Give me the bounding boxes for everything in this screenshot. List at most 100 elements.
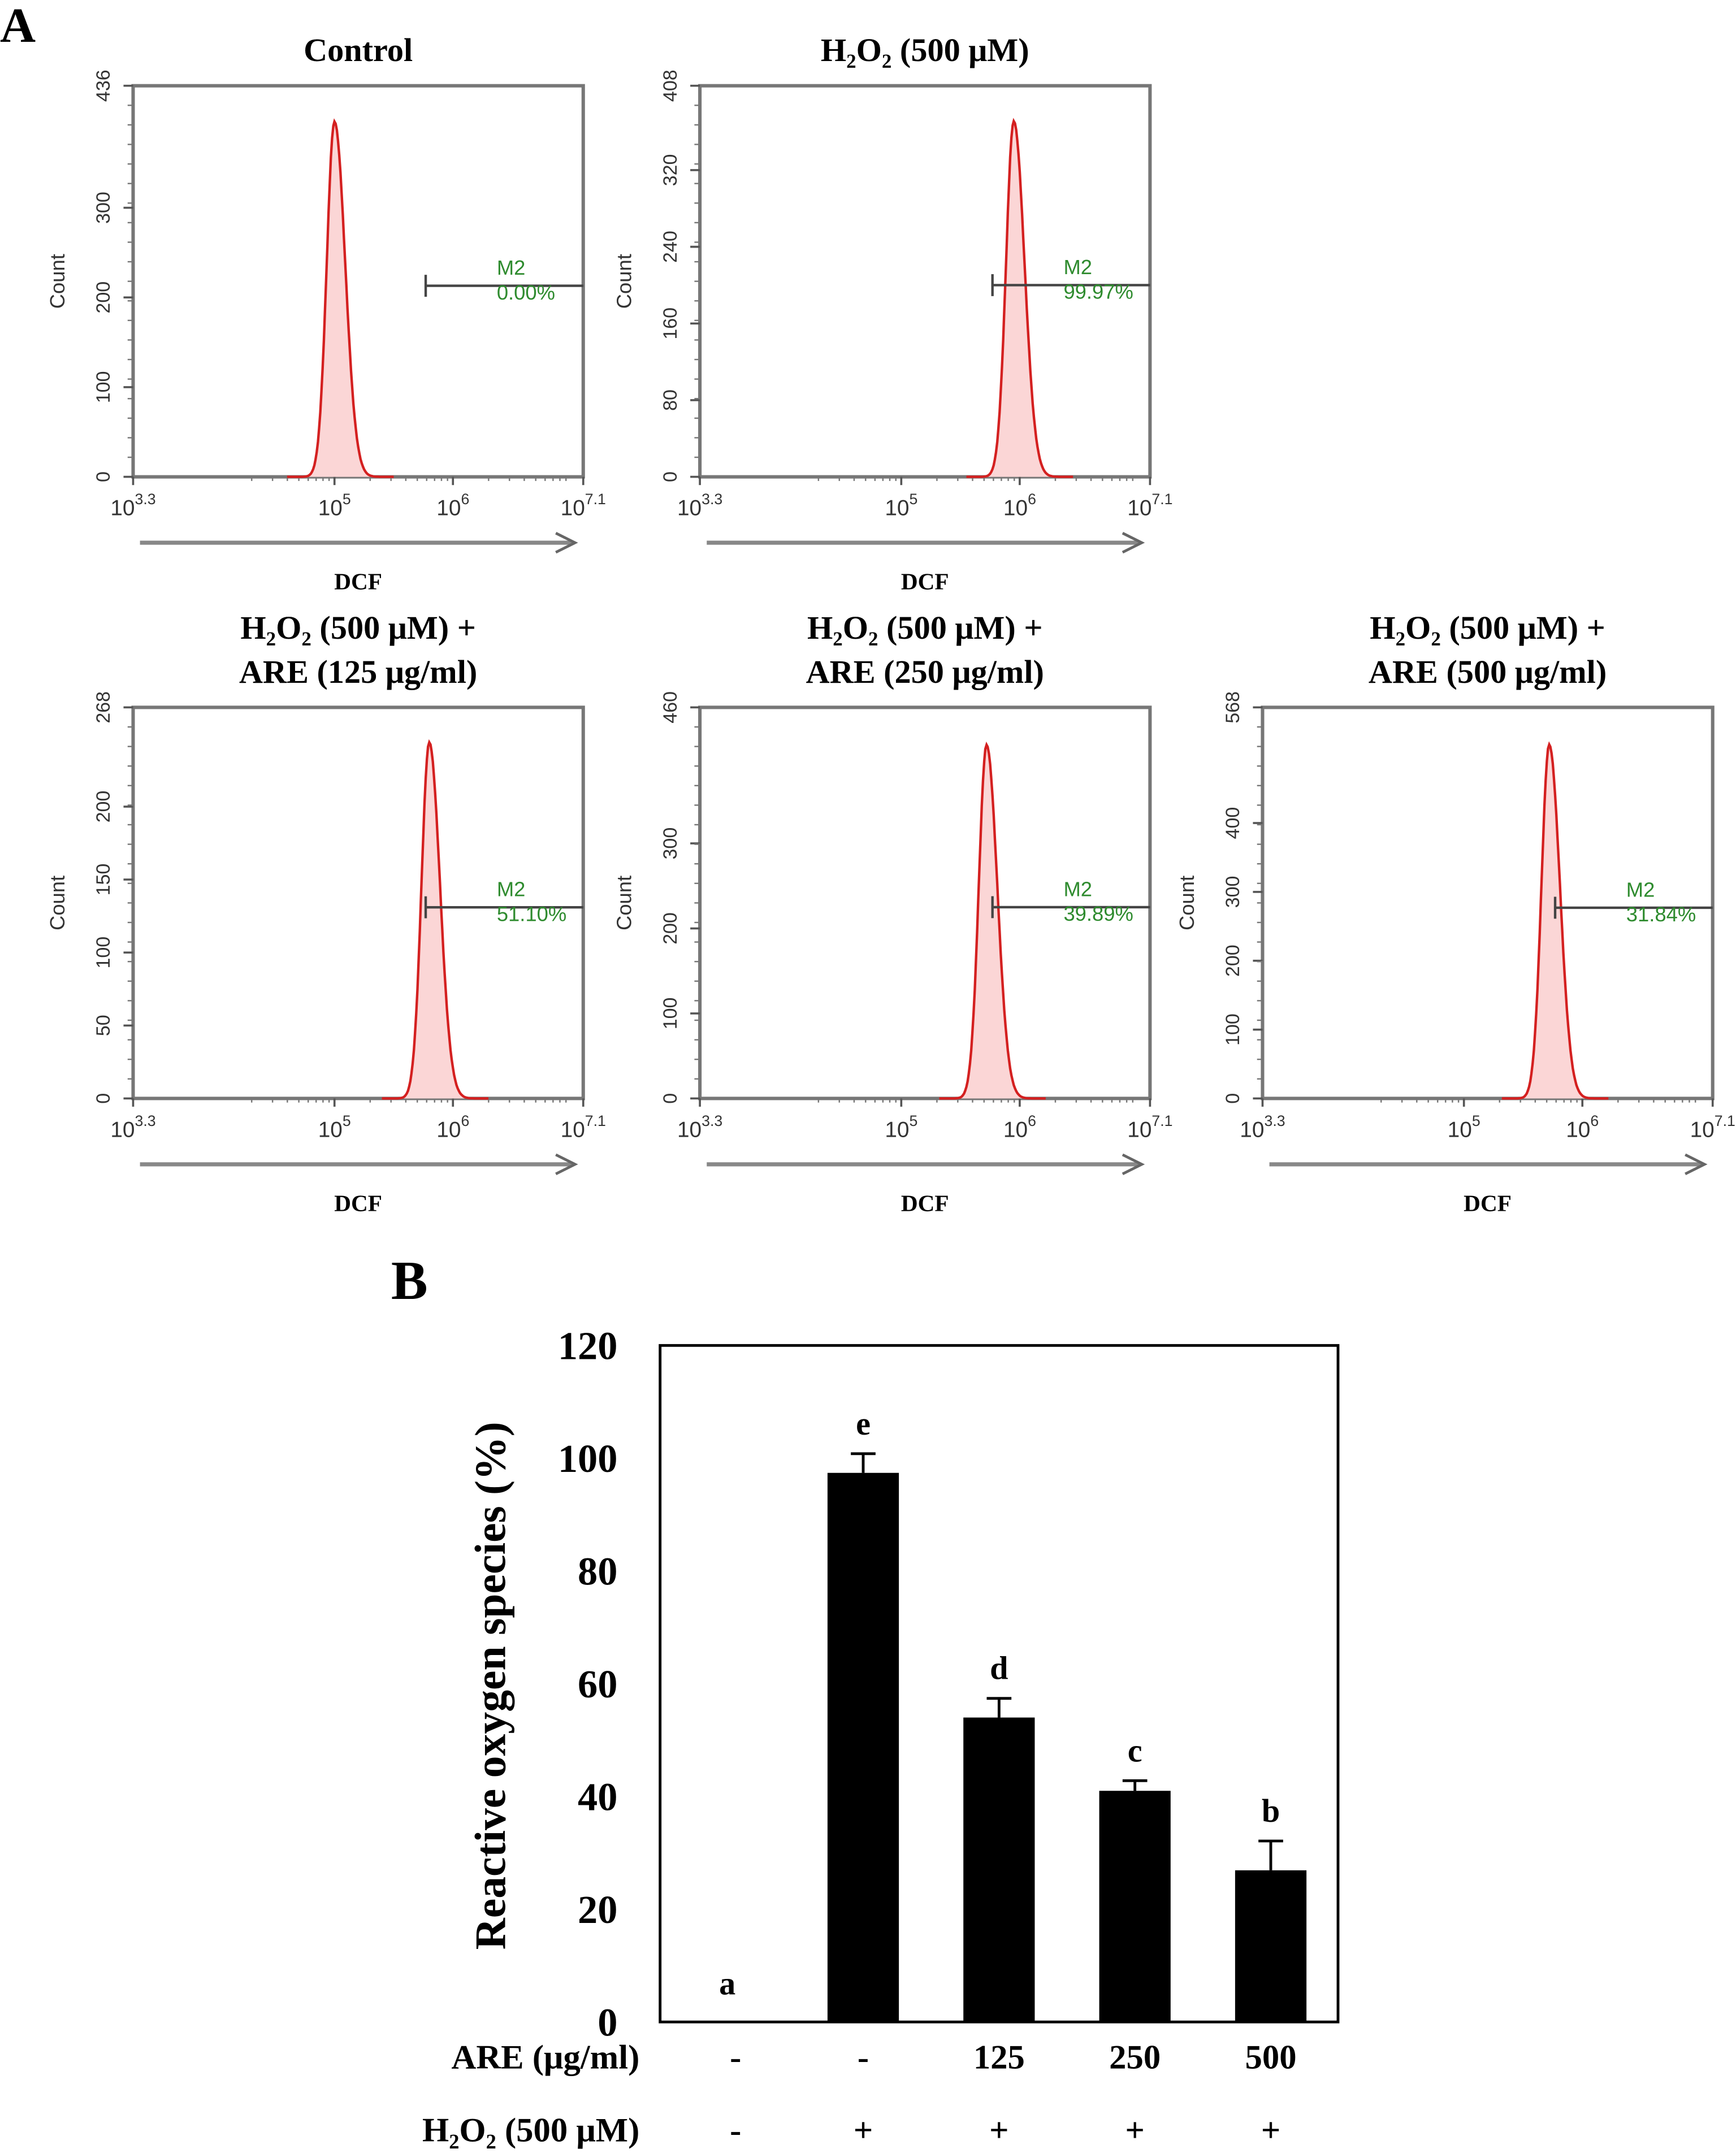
x-tick-base: 10 — [110, 1117, 135, 1142]
y-tick-label: 200 — [93, 791, 114, 823]
x-tick-label: 107.1 — [561, 491, 606, 520]
x-tick-exponent: 7.1 — [1151, 1112, 1172, 1129]
histogram-panel-5: H₂O₂ (500 μM) + ARE (500 μg/ml) 0 100 200 300… — [1175, 609, 1735, 1216]
x-tick-base: 10 — [436, 496, 461, 521]
x-tick-base: 10 — [436, 1117, 461, 1142]
x-tick-label: 107.1 — [561, 1112, 606, 1142]
marker-percent: 99.97% — [1063, 280, 1133, 304]
histogram-line — [939, 742, 1046, 1100]
x-tick-label: 103.3 — [677, 491, 722, 520]
x-tick-exponent: 5 — [343, 491, 351, 508]
y-tick-label: 0 — [1222, 1093, 1244, 1104]
histogram-fill — [287, 122, 394, 477]
plot-frame — [698, 705, 1152, 1101]
y-tick-label: 20 — [578, 1888, 617, 1932]
bar — [1099, 1791, 1171, 2022]
row-value: + — [854, 2111, 873, 2149]
y-axis-label: Count — [46, 876, 69, 930]
x-tick-base: 10 — [1003, 1117, 1028, 1142]
marker-percent: 51.10% — [497, 902, 566, 925]
x-tick-label: 107.1 — [1127, 1112, 1172, 1142]
row-label: H₂O₂ (500 μM) — [422, 2111, 639, 2149]
panel-title: Control — [304, 32, 413, 68]
y-tick-label: 100 — [93, 937, 114, 969]
panel-label-a: A — [0, 0, 36, 53]
x-tick-base: 10 — [1448, 1117, 1472, 1142]
histogram-panel-4: H₂O₂ (500 μM) + ARE (250 μg/ml) 0 100 200 300… — [613, 609, 1173, 1216]
x-axis-label: DCF — [901, 1190, 949, 1216]
x-tick-label: 103.3 — [677, 1112, 722, 1142]
x-tick-exponent: 3.3 — [1265, 1112, 1285, 1129]
x-tick-label: 105 — [885, 1112, 917, 1142]
histogram-line — [1501, 741, 1609, 1100]
y-tick-label: 408 — [660, 70, 681, 102]
x-tick-label: 106 — [1003, 491, 1036, 520]
x-tick-base: 10 — [561, 496, 585, 521]
y-tick-label: 300 — [93, 192, 114, 224]
panel-title: H₂O₂ (500 μM) + — [1370, 609, 1605, 646]
marker-name: M2 — [497, 878, 526, 901]
x-tick-label: 105 — [885, 491, 917, 520]
x-tick-base: 10 — [885, 1117, 909, 1142]
bar — [827, 1472, 899, 2022]
row-value: - — [730, 2111, 741, 2149]
x-tick-exponent: 7.1 — [585, 491, 606, 508]
bar — [1235, 1870, 1307, 2022]
panel-label-b: B — [391, 1250, 428, 1311]
significance-letter: d — [990, 1650, 1008, 1687]
x-tick-label: 105 — [318, 1112, 351, 1142]
x-tick-base: 10 — [1003, 496, 1028, 521]
y-tick-label: 100 — [93, 371, 114, 404]
row-label: ARE (μg/ml) — [452, 2039, 640, 2077]
x-axis-label: DCF — [334, 569, 382, 595]
x-tick-exponent: 5 — [1472, 1112, 1480, 1129]
plot-frame — [698, 84, 1152, 479]
row-value: 125 — [973, 2039, 1025, 2077]
arrow-head-icon — [1685, 1153, 1708, 1176]
x-tick-base: 10 — [677, 1117, 702, 1142]
x-tick-label: 106 — [436, 491, 469, 520]
y-tick-label: 100 — [558, 1437, 618, 1481]
x-tick-exponent: 6 — [1028, 1112, 1036, 1129]
y-tick-label: 160 — [660, 307, 681, 340]
row-value: + — [1125, 2111, 1145, 2149]
significance-letter: a — [719, 1965, 735, 2002]
histogram-line — [382, 739, 489, 1100]
histogram-fill — [966, 121, 1073, 477]
marker-percent: 39.89% — [1063, 902, 1133, 925]
y-tick-label: 150 — [93, 864, 114, 896]
y-tick-label: 50 — [93, 1015, 114, 1036]
x-tick-base: 10 — [1127, 1117, 1151, 1142]
x-tick-exponent: 6 — [461, 491, 469, 508]
panel-title: ARE (500 μg/ml) — [1369, 653, 1607, 690]
x-tick-exponent: 6 — [1590, 1112, 1599, 1129]
arrow-head-icon — [1122, 531, 1145, 554]
x-tick-base: 10 — [110, 496, 135, 521]
x-tick-base: 10 — [318, 1117, 343, 1142]
marker-name: M2 — [1063, 255, 1092, 279]
y-tick-label: 240 — [660, 231, 681, 263]
x-tick-base: 10 — [677, 496, 702, 521]
x-tick-label: 107.1 — [1127, 491, 1172, 520]
panel-title: ARE (125 μg/ml) — [239, 653, 477, 690]
x-tick-label: 106 — [436, 1112, 469, 1142]
x-tick-label: 103.3 — [1240, 1112, 1285, 1142]
row-value: + — [1261, 2111, 1281, 2149]
y-tick-label: 0 — [598, 2000, 617, 2044]
marker-name: M2 — [1063, 877, 1092, 900]
histogram-line — [287, 118, 394, 478]
panel-title: H₂O₂ (500 μM) — [821, 32, 1029, 68]
y-tick-label: 100 — [1222, 1013, 1244, 1046]
arrow-head-icon — [555, 1153, 578, 1176]
y-axis-label: Reactive oxygen species (%) — [466, 1422, 514, 1950]
x-axis-label: DCF — [334, 1190, 382, 1216]
histogram-line — [966, 118, 1073, 478]
x-tick-exponent: 3.3 — [702, 491, 722, 508]
x-tick-exponent: 7.1 — [1151, 491, 1172, 508]
x-tick-exponent: 6 — [1028, 491, 1036, 508]
x-tick-exponent: 3.3 — [702, 1112, 722, 1129]
x-tick-base: 10 — [1240, 1117, 1264, 1142]
